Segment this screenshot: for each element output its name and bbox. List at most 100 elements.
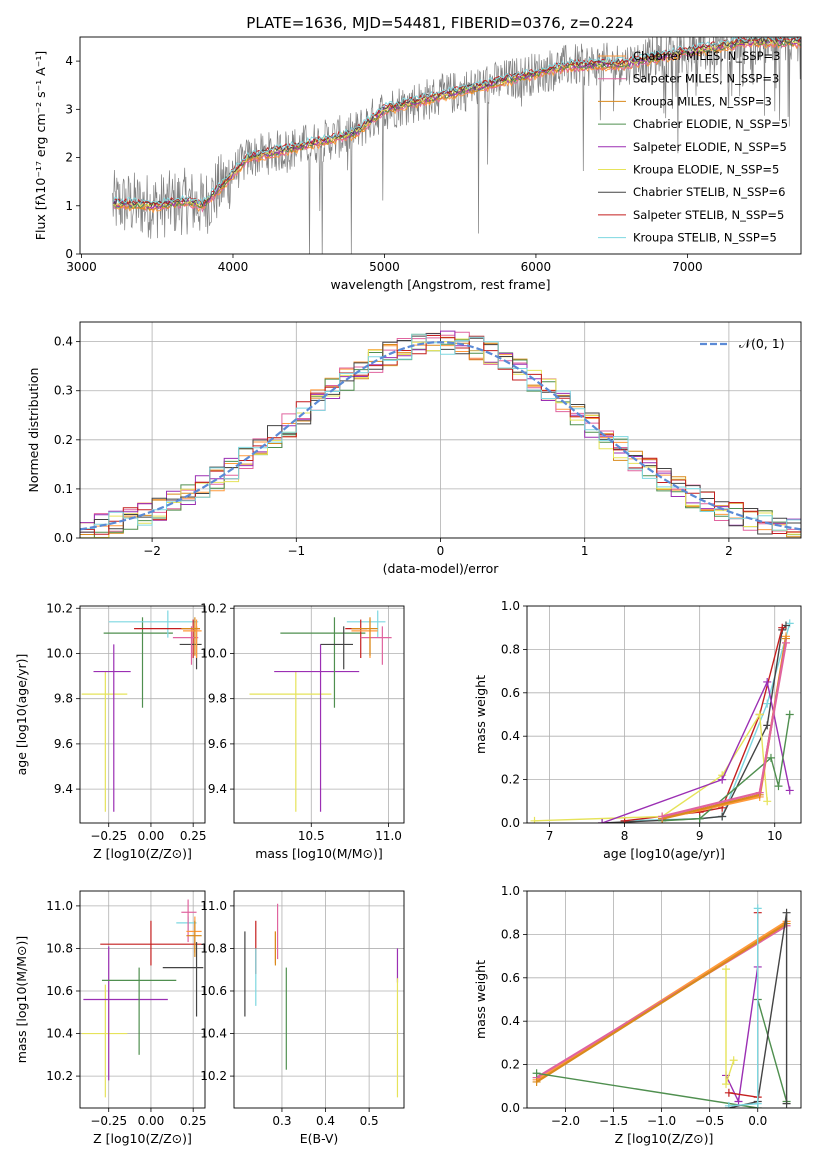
line-K_STELIB (728, 908, 759, 1107)
point-C_STELIB (763, 721, 772, 730)
point-K_MILES (532, 1077, 541, 1086)
point-K_ELODIE (763, 797, 772, 806)
y-tick-label: 10.2 (200, 1069, 227, 1083)
x-tick-label: −1.5 (599, 1114, 628, 1128)
x-tick-label: −0.25 (90, 829, 127, 843)
legend-label: Salpeter ELODIE, N_SSP=5 (633, 140, 787, 154)
x-tick-label: 4000 (218, 260, 249, 274)
point-C_ELODIE (695, 814, 704, 823)
x-tick-label: 8 (621, 829, 629, 843)
y-tick-label: 4 (65, 54, 73, 68)
y-tick-label: 9.6 (208, 737, 227, 751)
point-C_ELODIE (532, 1069, 541, 1078)
point-S_MILES (781, 638, 790, 647)
y-tick-label: 0.6 (501, 686, 520, 700)
chart-age_vs_Z: −0.25 0.00 0.25 9.4 9.6 9.8 10.0 10.2 Z [log10(Z… (14, 601, 207, 861)
plot-area (80, 891, 205, 1108)
axes-frame (79, 321, 802, 539)
point-K_STELIB (763, 699, 772, 708)
model-line-S_MILES (112, 41, 801, 213)
axes-frame (79, 36, 802, 255)
x-tick-label: 5000 (369, 260, 400, 274)
legend-label: 𝒩(0, 1) (739, 336, 785, 351)
y-axis-label: mass weight (473, 675, 488, 754)
chart-age_vs_mass: 10.5 11.0 9.4 9.6 9.8 10.0 10.2 mass [log10(M/M… (200, 601, 405, 861)
point-K_STELIB (724, 1101, 733, 1108)
y-tick-label: 0.0 (501, 1101, 520, 1115)
x-tick-label: −0.25 (90, 1114, 127, 1128)
y-tick-label: 1.0 (501, 599, 520, 613)
x-tick-label: 0.3 (272, 1114, 291, 1128)
y-tick-label: 10.2 (46, 1069, 73, 1083)
x-tick-label: 7000 (672, 260, 703, 274)
x-tick-label: 10.5 (298, 829, 325, 843)
axes-frame (233, 605, 405, 824)
point-K_STELIB (753, 1099, 762, 1108)
point-S_STELIB (724, 1088, 733, 1097)
point-C_ELODIE (785, 710, 794, 719)
line-K_MILES (536, 922, 788, 1083)
y-tick-label: 10.6 (200, 984, 227, 998)
y-tick-label: 9.4 (208, 782, 227, 796)
plot-area (80, 322, 801, 538)
x-tick-label: 11.0 (375, 829, 402, 843)
x-axis-label: (data-model)/error (383, 561, 500, 576)
y-tick-label: 0 (65, 247, 73, 261)
plot-area (234, 606, 404, 823)
x-tick-label: 0.0 (748, 1114, 767, 1128)
y-tick-label: 0.4 (54, 335, 73, 349)
legend-label: Kroupa ELODIE, N_SSP=5 (633, 163, 779, 177)
x-tick-label: 0.25 (180, 829, 207, 843)
plot-area (234, 891, 404, 1108)
x-tick-label: 1 (581, 544, 589, 558)
y-tick-label: 11.0 (200, 899, 227, 913)
chart-mass_weight_vs_age: 7 8 9 10 0.0 0.2 0.4 0.6 0.8 1.0 age [log10(age/yr… (473, 599, 802, 861)
x-tick-label: 0.25 (180, 1114, 207, 1128)
y-axis-label: mass weight (473, 960, 488, 1039)
x-axis-label: Z [log10(Z/Z⊙)] (93, 846, 192, 861)
y-tick-label: 10.2 (200, 601, 227, 615)
legend-label: Kroupa STELIB, N_SSP=5 (633, 231, 777, 245)
x-tick-label: −2 (143, 544, 161, 558)
y-axis-label: Normed distribution (26, 368, 41, 493)
y-axis-label: Flux [fλ10⁻¹⁷ erg cm⁻² s⁻¹ A⁻¹] (33, 51, 48, 240)
x-tick-label: 3000 (66, 260, 97, 274)
y-tick-label: 3 (65, 102, 73, 116)
plot-area (80, 606, 205, 823)
x-axis-label: wavelength [Angstrom, rest frame] (330, 277, 550, 292)
y-tick-label: 0.0 (54, 531, 73, 545)
x-axis-label: Z [log10(Z/Z⊙)] (93, 1131, 192, 1146)
line-S_ELODIE (601, 679, 791, 823)
y-tick-label: 0.0 (501, 816, 520, 830)
y-tick-label: 0.3 (54, 384, 73, 398)
y-tick-label: 10.4 (200, 1027, 227, 1041)
point-S_MILES (755, 788, 764, 797)
y-tick-label: 10.0 (46, 646, 73, 660)
x-tick-label: 9 (696, 829, 704, 843)
line-K_STELIB (624, 623, 791, 822)
point-S_MILES (658, 812, 667, 821)
y-tick-label: 10.8 (200, 941, 227, 955)
y-tick-label: 0.1 (54, 482, 73, 496)
point-C_ELODIE (774, 782, 783, 791)
gaussian-curve (80, 341, 801, 531)
model-line-C_STELIB (112, 37, 801, 208)
point-S_ELODIE (598, 819, 607, 823)
legend-label: Salpeter MILES, N_SSP=3 (633, 72, 779, 86)
legend-label: Chabrier ELODIE, N_SSP=5 (633, 117, 788, 131)
y-tick-label: 10.6 (46, 984, 73, 998)
plot-area (112, 37, 801, 254)
y-axis-label: mass [log10(M/M⊙)] (14, 936, 29, 1064)
point-K_ELODIE (722, 965, 731, 974)
point-C_STELIB (782, 1099, 791, 1108)
axes-frame (79, 605, 206, 824)
y-tick-label: 2 (65, 151, 73, 165)
y-tick-label: 0.2 (501, 773, 520, 787)
y-tick-label: 11.0 (46, 899, 73, 913)
chart-spectrum: 3000 4000 5000 6000 7000 0 1 2 3 4 wavelength [Ang… (33, 36, 802, 292)
hist-S_ELODIE (80, 330, 801, 526)
y-tick-label: 9.8 (54, 692, 73, 706)
point-C_ELODIE (766, 753, 775, 762)
x-tick-label: 2 (725, 544, 733, 558)
